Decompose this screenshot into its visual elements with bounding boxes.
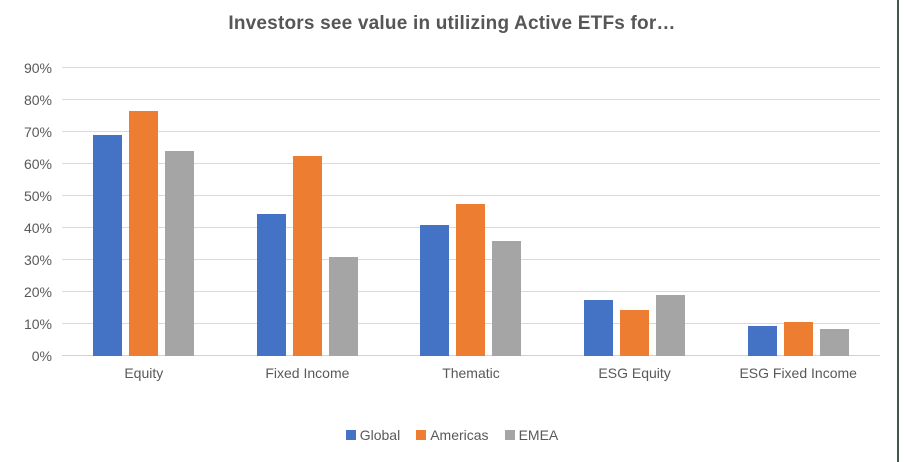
bar-group-fixed-income xyxy=(226,68,390,356)
legend-swatch-icon-emea xyxy=(504,430,515,440)
y-tick-label-40: 40% xyxy=(23,220,52,236)
bar-global-esg-equity xyxy=(584,300,614,356)
gridline-50 xyxy=(62,195,880,196)
x-category-label-fixed-income: Fixed Income xyxy=(265,365,350,381)
y-tick-label-80: 80% xyxy=(23,92,52,108)
y-tick-label-0: 0% xyxy=(31,348,52,364)
legend-swatch-icon-americas xyxy=(416,430,427,440)
bar-global-equity xyxy=(93,135,123,356)
legend-label-emea: EMEA xyxy=(518,427,559,443)
gridline-60 xyxy=(62,163,880,164)
legend: Global Americas EMEA xyxy=(0,427,904,443)
y-tick-label-90: 90% xyxy=(23,60,52,76)
bar-emea-fixed-income xyxy=(328,256,358,356)
legend-item-global: Global xyxy=(345,427,401,443)
bar-emea-thematic xyxy=(492,240,522,356)
bar-americas-thematic xyxy=(456,204,486,356)
x-category-label-thematic: Thematic xyxy=(442,365,500,381)
bar-group-equity xyxy=(62,68,226,356)
bar-americas-fixed-income xyxy=(292,156,322,356)
bar-group-esg-equity xyxy=(553,68,717,356)
legend-item-americas: Americas xyxy=(416,427,489,443)
bar-group-esg-fixed-income xyxy=(716,68,880,356)
plot-area xyxy=(62,67,880,356)
gridline-80 xyxy=(62,99,880,100)
legend-item-emea: EMEA xyxy=(504,427,559,443)
legend-label-global: Global xyxy=(359,427,401,443)
bar-americas-equity xyxy=(129,111,159,356)
bar-emea-esg-equity xyxy=(656,295,686,356)
bar-americas-esg-equity xyxy=(620,309,650,356)
bar-global-esg-fixed-income xyxy=(747,325,777,356)
y-tick-label-50: 50% xyxy=(23,188,52,204)
y-tick-label-20: 20% xyxy=(23,284,52,300)
x-category-label-esg-fixed-income: ESG Fixed Income xyxy=(739,365,857,381)
bar-group-thematic xyxy=(389,68,553,356)
y-tick-label-60: 60% xyxy=(23,156,52,172)
bar-emea-esg-fixed-income xyxy=(819,328,849,356)
x-category-label-esg-equity: ESG Equity xyxy=(598,365,671,381)
y-tick-label-30: 30% xyxy=(23,252,52,268)
bar-americas-esg-fixed-income xyxy=(783,322,813,356)
legend-label-americas: Americas xyxy=(430,427,489,443)
legend-swatch-icon-global xyxy=(345,430,356,440)
x-category-label-equity: Equity xyxy=(124,365,164,381)
gridline-90 xyxy=(62,67,880,68)
bar-global-thematic xyxy=(420,224,450,356)
y-tick-label-70: 70% xyxy=(23,124,52,140)
y-tick-label-10: 10% xyxy=(23,316,52,332)
bar-emea-equity xyxy=(165,151,195,356)
bar-global-fixed-income xyxy=(256,213,286,356)
gridline-70 xyxy=(62,131,880,132)
frame-border-line xyxy=(897,0,899,462)
chart-title: Investors see value in utilizing Active … xyxy=(228,13,676,34)
